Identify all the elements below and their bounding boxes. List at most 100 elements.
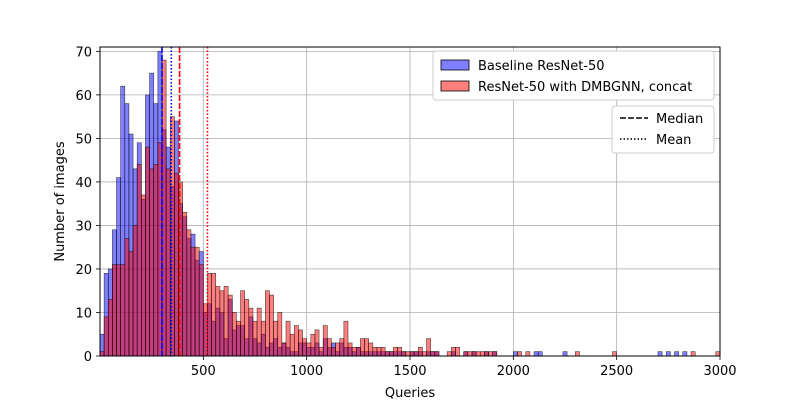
bar-dmbgnn xyxy=(351,346,357,357)
bar-dmbgnn xyxy=(269,294,274,357)
bar-dmbgnn xyxy=(211,273,217,357)
bar-baseline xyxy=(657,351,663,357)
bar-dmbgnn xyxy=(194,246,200,357)
bar-dmbgnn xyxy=(248,307,254,357)
bar-dmbgnn xyxy=(116,264,121,357)
bar-dmbgnn xyxy=(124,238,130,357)
x-axis-label: Queries xyxy=(385,386,435,400)
bar-dmbgnn xyxy=(302,338,307,357)
bar-dmbgnn xyxy=(281,342,287,357)
legend-label-baseline: Baseline ResNet-50 xyxy=(478,59,605,74)
bar-baseline xyxy=(674,351,679,357)
bar-dmbgnn xyxy=(215,286,221,357)
bar-dmbgnn xyxy=(376,346,382,357)
legend-label-median: Median xyxy=(656,112,703,127)
y-tick-label: 40 xyxy=(75,176,92,191)
bar-dmbgnn xyxy=(182,212,188,357)
bar-dmbgnn xyxy=(575,351,580,357)
bar-dmbgnn xyxy=(451,346,456,357)
bar-dmbgnn xyxy=(219,290,225,357)
bar-dmbgnn xyxy=(198,264,204,357)
bar-baseline xyxy=(513,351,518,357)
bar-dmbgnn xyxy=(260,320,266,357)
bar-dmbgnn xyxy=(525,351,531,357)
bar-dmbgnn xyxy=(149,168,155,357)
bar-dmbgnn xyxy=(397,346,403,357)
bar-dmbgnn xyxy=(430,351,436,357)
bar-dmbgnn xyxy=(128,251,134,357)
bar-dmbgnn xyxy=(107,299,113,357)
bar-dmbgnn xyxy=(471,351,477,357)
bar-dmbgnn xyxy=(327,338,332,357)
bar-dmbgnn xyxy=(364,338,369,357)
legend-swatch-baseline xyxy=(440,59,470,71)
bar-dmbgnn xyxy=(223,286,229,357)
bar-dmbgnn xyxy=(401,351,407,357)
bar-dmbgnn xyxy=(372,346,378,357)
bar-dmbgnn xyxy=(190,246,196,357)
bar-dmbgnn xyxy=(384,351,390,357)
bar-dmbgnn xyxy=(174,172,179,357)
bar-dmbgnn xyxy=(310,333,316,357)
bar-dmbgnn xyxy=(132,225,138,357)
bar-dmbgnn xyxy=(256,307,262,357)
bar-dmbgnn xyxy=(347,342,353,357)
stat-lines xyxy=(161,47,209,356)
bar-dmbgnn xyxy=(298,329,303,357)
series-legend-frame xyxy=(432,50,715,101)
x-tick-label: 1000 xyxy=(290,364,323,379)
y-tick-label: 20 xyxy=(75,263,92,278)
bar-dmbgnn xyxy=(331,346,336,357)
bar-dmbgnn xyxy=(715,351,721,357)
axis-ticks: 500 1000 1500 2000 2500 3000 0 10 20 30 40 50 60 70 xyxy=(75,45,736,379)
bar-dmbgnn xyxy=(422,351,427,357)
histogram-bars xyxy=(99,51,721,357)
bar-dmbgnn xyxy=(368,342,374,357)
bar-dmbgnn xyxy=(434,351,440,357)
bar-dmbgnn xyxy=(335,342,341,357)
x-tick-label: 2500 xyxy=(600,364,633,379)
bar-dmbgnn xyxy=(517,351,522,357)
bar-dmbgnn xyxy=(314,329,320,357)
bar-dmbgnn xyxy=(153,164,159,357)
bar-dmbgnn xyxy=(265,290,270,357)
bar-dmbgnn xyxy=(389,351,394,357)
bar-dmbgnn xyxy=(145,146,150,357)
bar-dmbgnn xyxy=(136,164,142,357)
bar-dmbgnn xyxy=(252,320,258,357)
bar-dmbgnn xyxy=(293,325,299,357)
bar-dmbgnn xyxy=(141,194,146,357)
y-tick-label: 70 xyxy=(75,45,92,60)
bar-dmbgnn xyxy=(165,168,171,357)
y-tick-label: 10 xyxy=(75,306,92,321)
y-tick-label: 50 xyxy=(75,132,92,147)
bar-dmbgnn xyxy=(103,316,109,357)
bar-dmbgnn xyxy=(322,325,328,357)
y-tick-label: 30 xyxy=(75,219,92,234)
bar-dmbgnn xyxy=(467,351,473,357)
bar-dmbgnn xyxy=(120,264,126,357)
bar-dmbgnn xyxy=(227,294,233,357)
bar-baseline xyxy=(537,351,543,357)
bar-dmbgnn xyxy=(339,338,345,357)
bar-dmbgnn xyxy=(306,342,312,357)
y-tick-label: 60 xyxy=(75,89,92,104)
bar-baseline xyxy=(665,351,671,357)
bar-dmbgnn xyxy=(484,351,489,357)
x-tick-label: 500 xyxy=(191,364,216,379)
x-tick-label: 3000 xyxy=(703,364,736,379)
bar-dmbgnn xyxy=(186,229,192,357)
bar-baseline xyxy=(562,351,568,357)
x-tick-label: 2000 xyxy=(497,364,530,379)
bar-dmbgnn xyxy=(463,351,469,357)
statistic-legend: Median Mean xyxy=(611,105,715,154)
bar-baseline xyxy=(533,351,539,357)
bar-dmbgnn xyxy=(380,346,386,357)
bar-dmbgnn xyxy=(479,351,485,357)
bar-dmbgnn xyxy=(285,320,291,357)
bar-dmbgnn xyxy=(240,290,245,357)
bar-dmbgnn xyxy=(612,351,617,357)
bar-dmbgnn xyxy=(405,351,411,357)
bar-dmbgnn xyxy=(409,351,415,357)
